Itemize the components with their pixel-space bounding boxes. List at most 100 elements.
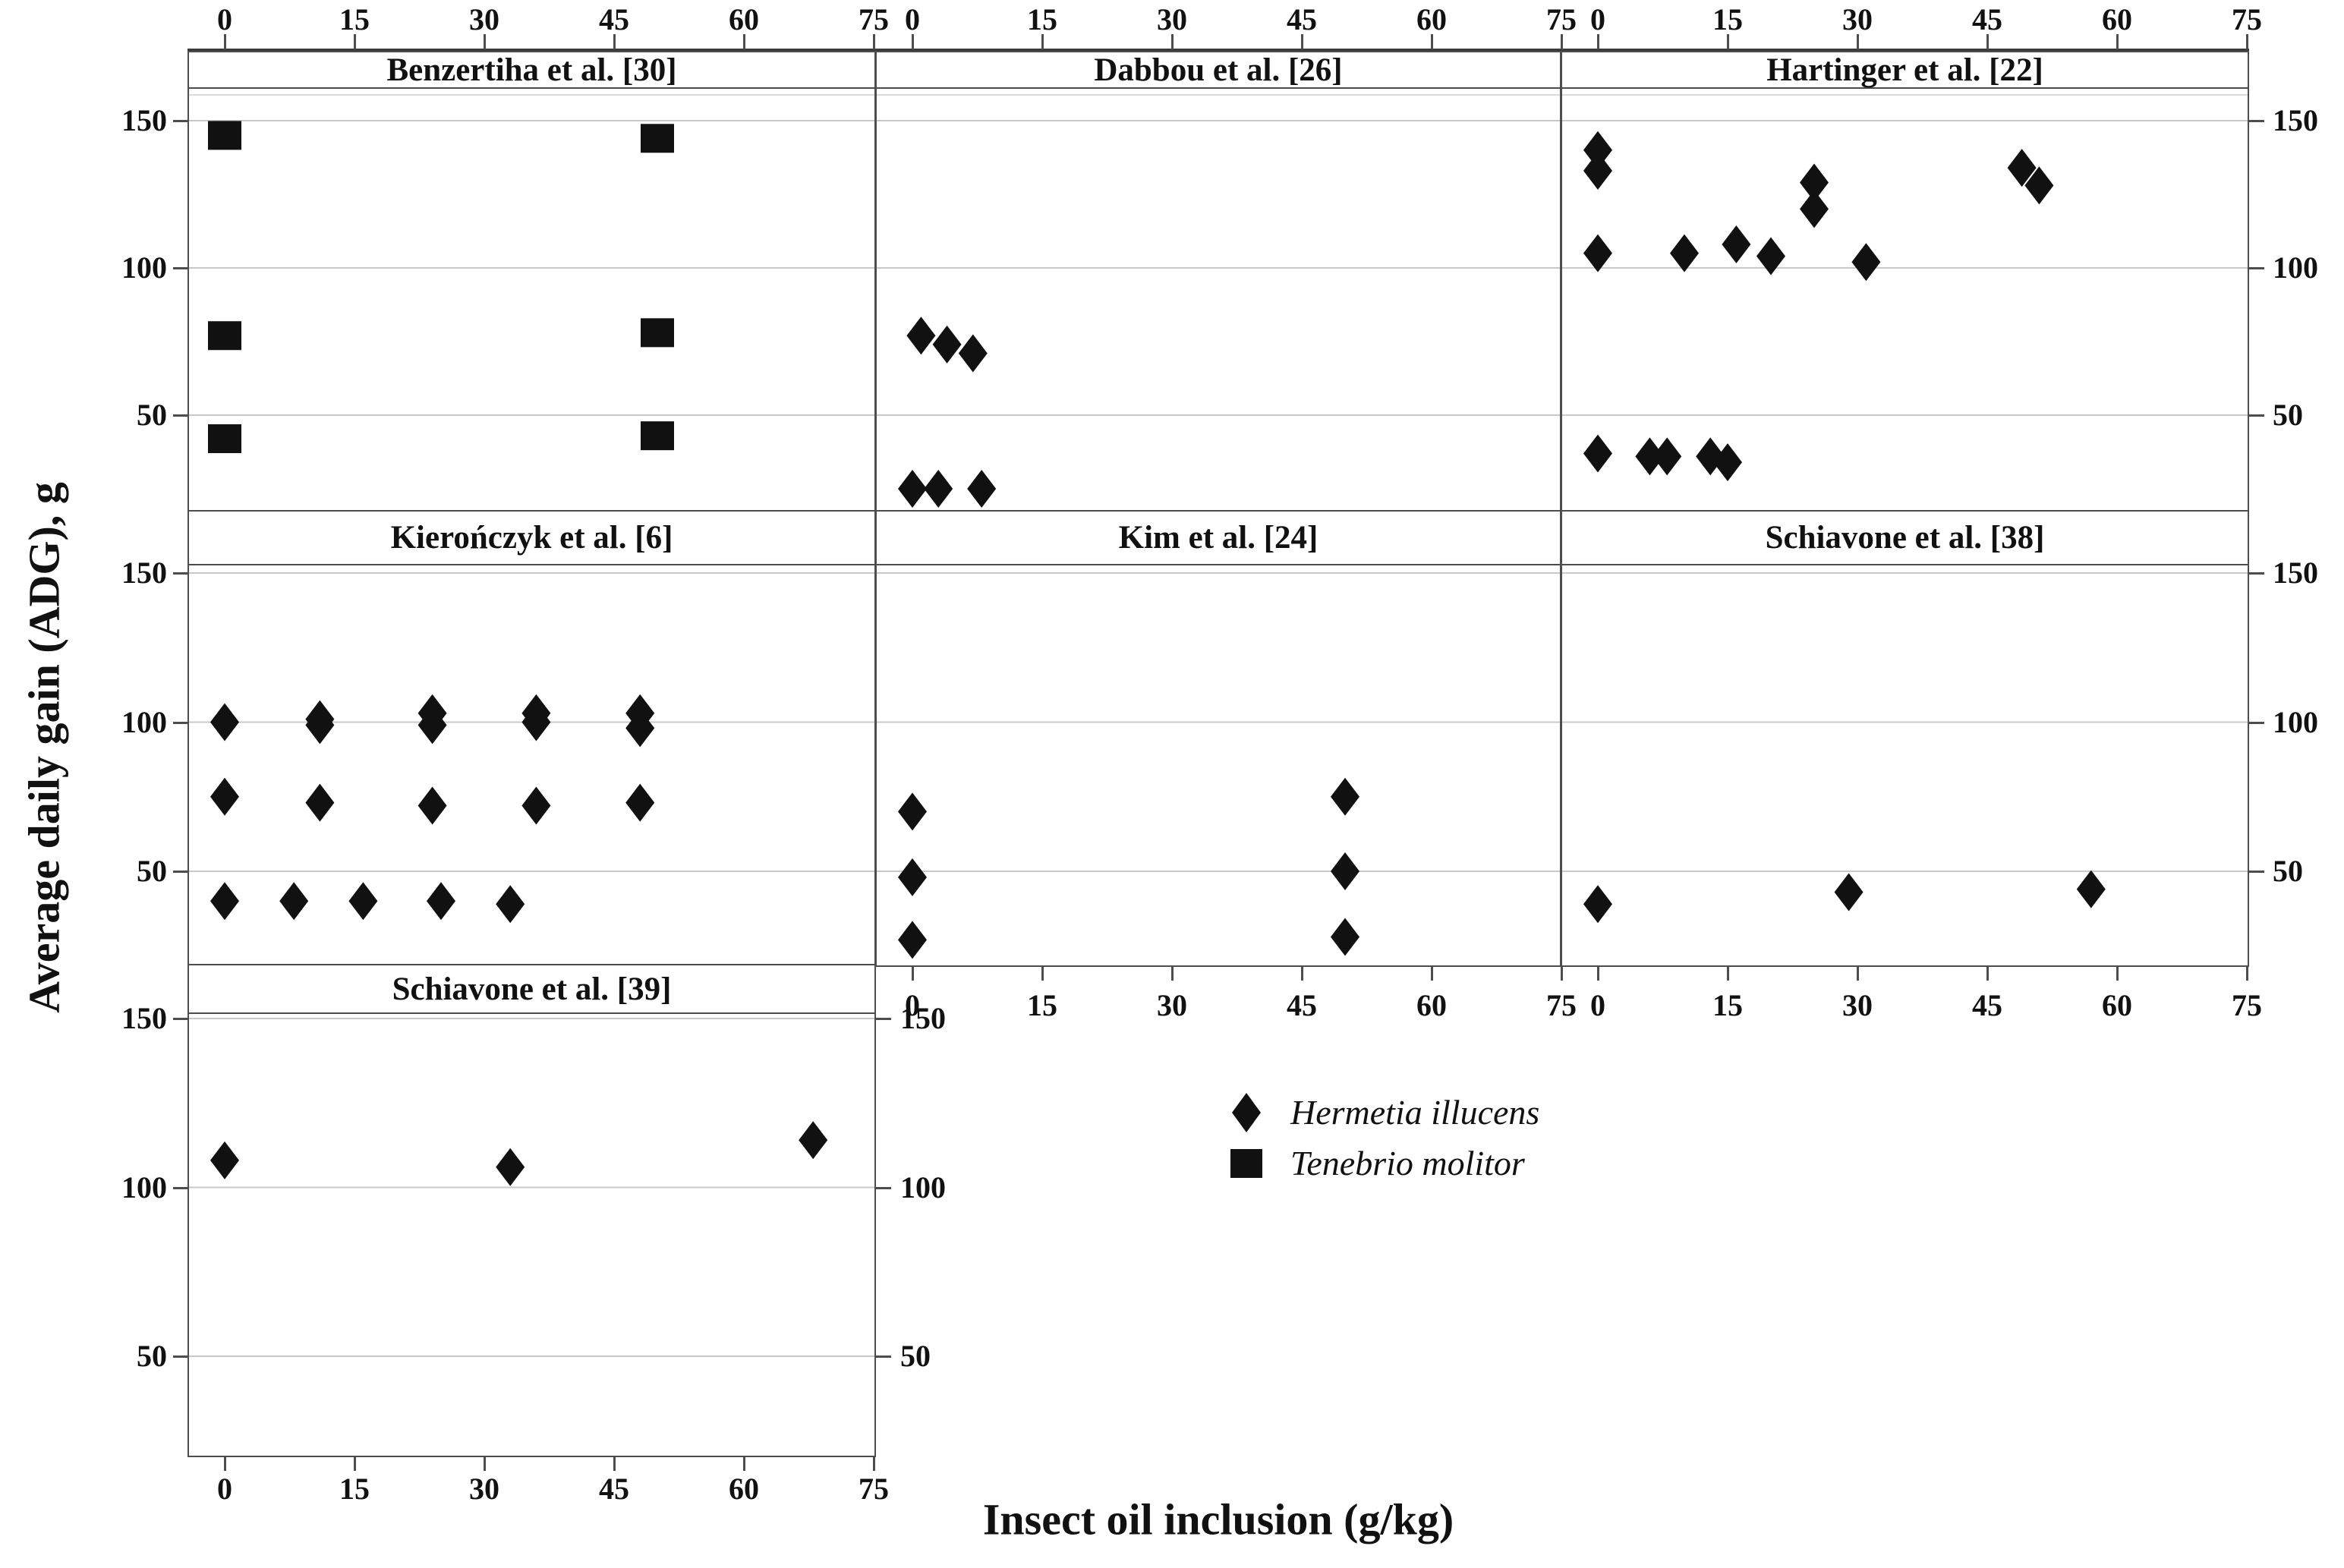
x-tick-mark	[1431, 34, 1433, 49]
panel-hartinger-22: Hartinger et al. [22]	[1561, 51, 2249, 513]
legend-label: Tenebrio molitor	[1290, 1144, 1525, 1182]
x-tick-label-top: 30	[469, 2, 499, 36]
x-tick-mark	[224, 1456, 226, 1471]
x-tick-label-top: 15	[1712, 2, 1743, 36]
data-point-diamond	[210, 777, 239, 816]
data-point-diamond	[967, 470, 997, 508]
data-point-diamond	[1722, 225, 1751, 263]
data-point-diamond	[496, 885, 525, 924]
data-point-diamond	[1583, 885, 1612, 924]
data-point-diamond	[348, 882, 378, 921]
data-point-diamond	[924, 470, 953, 508]
x-tick-label-top: 45	[1287, 2, 1317, 36]
x-tick-label-middle: 60	[2102, 988, 2132, 1022]
y-tick-mark	[173, 267, 188, 269]
data-point-diamond	[1331, 852, 1359, 890]
y-tick-label-left: 50	[137, 854, 167, 888]
panel-kieronczyk-6: Kierończyk et al. [6]	[187, 510, 876, 967]
x-tick-mark	[1171, 34, 1174, 49]
x-tick-mark	[484, 34, 486, 49]
data-point-square	[641, 124, 674, 153]
data-point-diamond	[2024, 166, 2054, 205]
x-tick-mark	[1301, 965, 1303, 981]
x-tick-mark	[2116, 965, 2119, 981]
y-tick-mark	[2249, 267, 2264, 269]
x-tick-mark	[2246, 965, 2248, 981]
panel-title-band: Benzertiha et al. [30]	[189, 52, 874, 89]
x-tick-label-top: 75	[2232, 2, 2262, 36]
x-tick-label-middle: 0	[905, 988, 920, 1022]
legend-item-hermetia: Hermetia illucens	[1224, 1087, 1539, 1138]
y-tick-mark	[2249, 721, 2264, 724]
y-tick-label-right-row3: 50	[900, 1339, 931, 1373]
y-tick-label-right: 150	[2273, 556, 2318, 590]
panel-title: Benzertiha et al. [30]	[386, 52, 677, 88]
x-tick-mark	[1986, 965, 1989, 981]
data-point-diamond	[496, 1148, 525, 1186]
x-tick-label-bottom: 0	[217, 1472, 232, 1506]
legend-item-tenebrio: Tenebrio molitor	[1224, 1138, 1539, 1189]
data-point-square	[641, 421, 674, 451]
y-tick-label-left: 100	[121, 250, 167, 285]
x-tick-label-top: 15	[1027, 2, 1057, 36]
x-tick-label-top: 45	[1972, 2, 2002, 36]
data-point-diamond	[1756, 237, 1785, 276]
data-point-diamond	[1670, 234, 1699, 272]
x-tick-label-middle: 45	[1972, 988, 2002, 1022]
y-tick-mark	[876, 1355, 891, 1358]
x-tick-mark	[2116, 34, 2119, 49]
data-point-diamond	[625, 783, 655, 822]
scatter-plot	[877, 572, 1560, 959]
data-point-diamond	[1851, 243, 1881, 282]
y-tick-mark	[173, 871, 188, 873]
data-point-diamond	[1583, 151, 1612, 190]
scatter-plot	[1562, 572, 2248, 924]
data-point-diamond	[898, 921, 927, 959]
x-tick-mark	[354, 34, 356, 49]
x-tick-label-top: 0	[217, 2, 232, 36]
data-point-diamond	[279, 882, 309, 921]
x-tick-label-top: 30	[1157, 2, 1187, 36]
x-tick-mark	[912, 965, 914, 981]
y-tick-label-left: 150	[121, 1001, 167, 1035]
data-point-diamond	[625, 709, 655, 748]
y-tick-label-right-row3: 150	[900, 1001, 946, 1035]
y-tick-mark	[173, 721, 188, 724]
y-tick-label-left: 150	[121, 103, 167, 137]
diamond-marker-icon	[1232, 1092, 1261, 1132]
data-point-square	[208, 321, 241, 351]
panel-title-band: Dabbou et al. [26]	[877, 52, 1560, 89]
data-point-diamond	[305, 706, 335, 745]
y-tick-mark	[173, 120, 188, 122]
x-tick-label-bottom: 60	[729, 1472, 759, 1506]
x-tick-label-top: 75	[859, 2, 889, 36]
x-tick-mark	[354, 1456, 356, 1471]
y-tick-mark	[2249, 871, 2264, 873]
x-tick-label-top: 30	[1842, 2, 1873, 36]
y-tick-mark	[173, 572, 188, 575]
data-point-diamond	[906, 316, 936, 355]
x-tick-label-middle: 75	[1546, 988, 1577, 1022]
data-point-diamond	[1652, 437, 1682, 476]
y-tick-label-right: 50	[2273, 398, 2303, 432]
data-point-diamond	[210, 882, 239, 921]
y-tick-label-right-row3: 100	[900, 1170, 946, 1204]
x-tick-label-bottom: 15	[339, 1472, 370, 1506]
data-point-square	[208, 424, 241, 454]
panel-title: Kim et al. [24]	[1118, 520, 1318, 556]
data-point-diamond	[210, 703, 239, 741]
y-tick-mark	[2249, 414, 2264, 417]
x-tick-mark	[1986, 34, 1989, 49]
data-point-diamond	[1331, 777, 1359, 816]
panel-benzertiha-30: Benzertiha et al. [30]	[187, 51, 876, 513]
y-tick-label-left: 50	[137, 398, 167, 432]
panel-title-band: Schiavone et al. [39]	[189, 965, 874, 1014]
panel-title: Schiavone et al. [39]	[392, 971, 672, 1007]
data-point-diamond	[958, 334, 988, 373]
x-tick-mark	[1597, 34, 1599, 49]
scatter-plot	[189, 1018, 874, 1357]
x-tick-mark	[1041, 965, 1044, 981]
x-tick-mark	[743, 1456, 745, 1471]
x-tick-mark	[613, 34, 616, 49]
x-tick-label-top: 15	[339, 2, 370, 36]
